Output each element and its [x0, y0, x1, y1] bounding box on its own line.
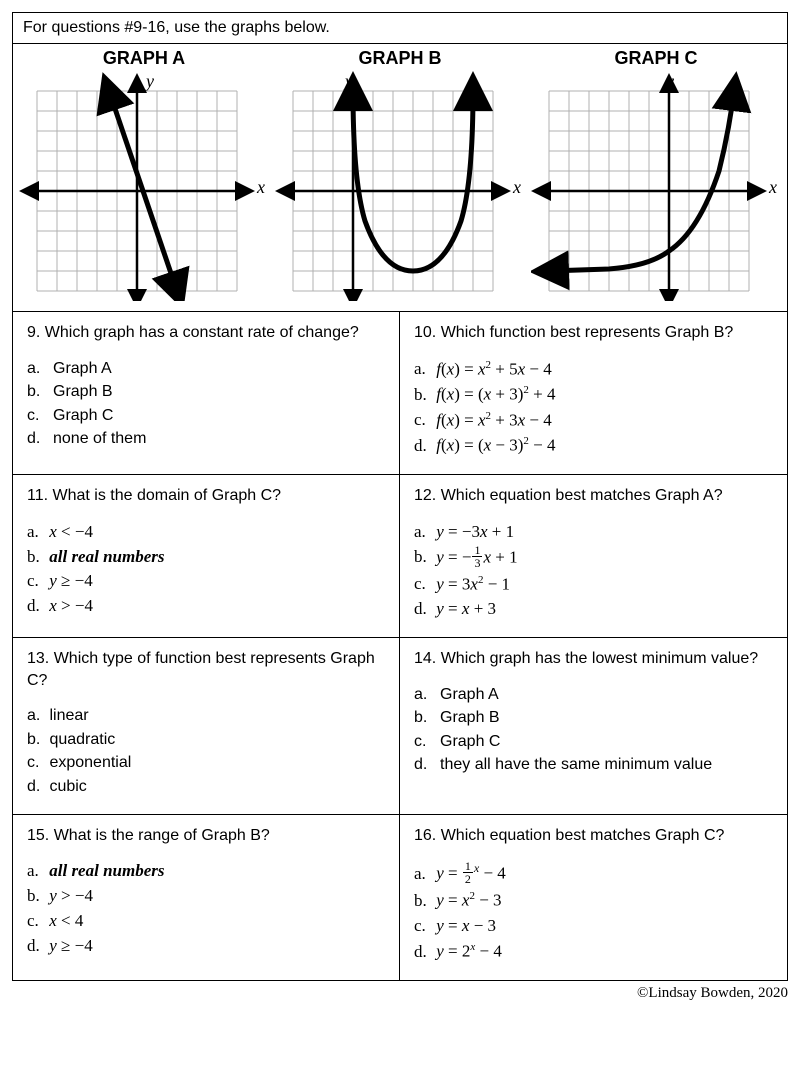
q16-opt-a: a. y = 12x − 4: [414, 860, 773, 887]
q9-opt-d: d.none of them: [27, 428, 385, 450]
q11-text: 11. What is the domain of Graph C?: [27, 485, 385, 507]
q13-opt-a: a. linear: [27, 705, 385, 727]
graph-panel-c: GRAPH C y x: [531, 48, 781, 301]
instructions-bar: For questions #9-16, use the graphs belo…: [13, 13, 787, 44]
q13-opt-d: d. cubic: [27, 776, 385, 798]
q15-cell: 15. What is the range of Graph B? a. all…: [13, 815, 400, 980]
q9-cell: 9. Which graph has a constant rate of ch…: [13, 312, 400, 475]
graph-c-title: GRAPH C: [531, 48, 781, 69]
q9-opt-c: c.Graph C: [27, 405, 385, 427]
q16-opt-b: b. y = x2 − 3: [414, 889, 773, 913]
q11-opt-d: d. x > −4: [27, 595, 385, 618]
q16-opt-c: c. y = x − 3: [414, 915, 773, 938]
q14-text: 14. Which graph has the lowest minimum v…: [414, 648, 773, 670]
q11-opt-c: c. y ≥ −4: [27, 570, 385, 593]
graph-b-title: GRAPH B: [275, 48, 525, 69]
q13-opt-c: c. exponential: [27, 752, 385, 774]
q12-opt-d: d. y = x + 3: [414, 598, 773, 621]
graph-c-xlabel: x: [768, 177, 777, 197]
q11-opt-a: a. x < −4: [27, 521, 385, 544]
q14-opt-a: a.Graph A: [414, 684, 773, 706]
q14-opt-b: b.Graph B: [414, 707, 773, 729]
graphs-row: GRAPH A y x: [13, 44, 787, 312]
questions-grid: 9. Which graph has a constant rate of ch…: [13, 312, 787, 980]
q15-options: a. all real numbers b. y > −4 c. x < 4 d…: [27, 860, 385, 958]
q9-opt-b: b.Graph B: [27, 381, 385, 403]
q10-opt-d: d. f(x) = (x − 3)2 − 4: [414, 434, 773, 458]
q16-cell: 16. Which equation best matches Graph C?…: [400, 815, 787, 980]
q11-options: a. x < −4 b. all real numbers c. y ≥ −4 …: [27, 521, 385, 619]
q12-options: a. y = −3x + 1 b. y = −13x + 1 c. y = 3x…: [414, 521, 773, 621]
q10-opt-b: b. f(x) = (x + 3)2 + 4: [414, 383, 773, 407]
graph-a-svg: y x: [19, 71, 269, 301]
q9-text: 9. Which graph has a constant rate of ch…: [27, 322, 385, 344]
graph-c-svg: y x: [531, 71, 781, 301]
q16-opt-d: d. y = 2x − 4: [414, 940, 773, 964]
q15-opt-d: d. y ≥ −4: [27, 935, 385, 958]
q14-opt-d: d.they all have the same minimum value: [414, 754, 773, 776]
q10-options: a. f(x) = x2 + 5x − 4 b. f(x) = (x + 3)2…: [414, 358, 773, 458]
q11-cell: 11. What is the domain of Graph C? a. x …: [13, 475, 400, 638]
q10-opt-a: a. f(x) = x2 + 5x − 4: [414, 358, 773, 382]
q10-text: 10. Which function best represents Graph…: [414, 322, 773, 344]
graph-b-ylabel: y: [343, 71, 353, 91]
instructions-text: For questions #9-16, use the graphs belo…: [23, 19, 330, 36]
footer-credit: ©Lindsay Bowden, 2020: [12, 985, 788, 1002]
q13-text: 13. Which type of function best represen…: [27, 648, 385, 691]
worksheet: For questions #9-16, use the graphs belo…: [12, 12, 788, 981]
graph-a-ylabel: y: [144, 71, 154, 91]
graph-a-xlabel: x: [256, 177, 265, 197]
q15-text: 15. What is the range of Graph B?: [27, 825, 385, 847]
q10-opt-c: c. f(x) = x2 + 3x − 4: [414, 409, 773, 433]
q14-options: a.Graph A b.Graph B c.Graph C d.they all…: [414, 684, 773, 776]
q11-opt-b: b. all real numbers: [27, 546, 385, 569]
q13-options: a. linear b. quadratic c. exponential d.…: [27, 705, 385, 797]
q15-opt-b: b. y > −4: [27, 885, 385, 908]
q12-opt-a: a. y = −3x + 1: [414, 521, 773, 544]
q12-cell: 12. Which equation best matches Graph A?…: [400, 475, 787, 638]
q12-text: 12. Which equation best matches Graph A?: [414, 485, 773, 507]
q10-cell: 10. Which function best represents Graph…: [400, 312, 787, 475]
q12-opt-b: b. y = −13x + 1: [414, 546, 773, 571]
q14-cell: 14. Which graph has the lowest minimum v…: [400, 638, 787, 815]
graph-panel-b: GRAPH B y x: [275, 48, 525, 301]
q12-opt-c: c. y = 3x2 − 1: [414, 573, 773, 597]
graph-b-svg: y x: [275, 71, 525, 301]
graph-b-xlabel: x: [512, 177, 521, 197]
q9-options: a.Graph A b.Graph B c.Graph C d.none of …: [27, 358, 385, 450]
q16-text: 16. Which equation best matches Graph C?: [414, 825, 773, 847]
q16-options: a. y = 12x − 4 b. y = x2 − 3 c. y = x − …: [414, 860, 773, 963]
q14-opt-c: c.Graph C: [414, 731, 773, 753]
q13-cell: 13. Which type of function best represen…: [13, 638, 400, 815]
q13-opt-b: b. quadratic: [27, 729, 385, 751]
q15-opt-a: a. all real numbers: [27, 860, 385, 883]
q15-opt-c: c. x < 4: [27, 910, 385, 933]
graph-panel-a: GRAPH A y x: [19, 48, 269, 301]
graph-a-title: GRAPH A: [19, 48, 269, 69]
q9-opt-a: a.Graph A: [27, 358, 385, 380]
